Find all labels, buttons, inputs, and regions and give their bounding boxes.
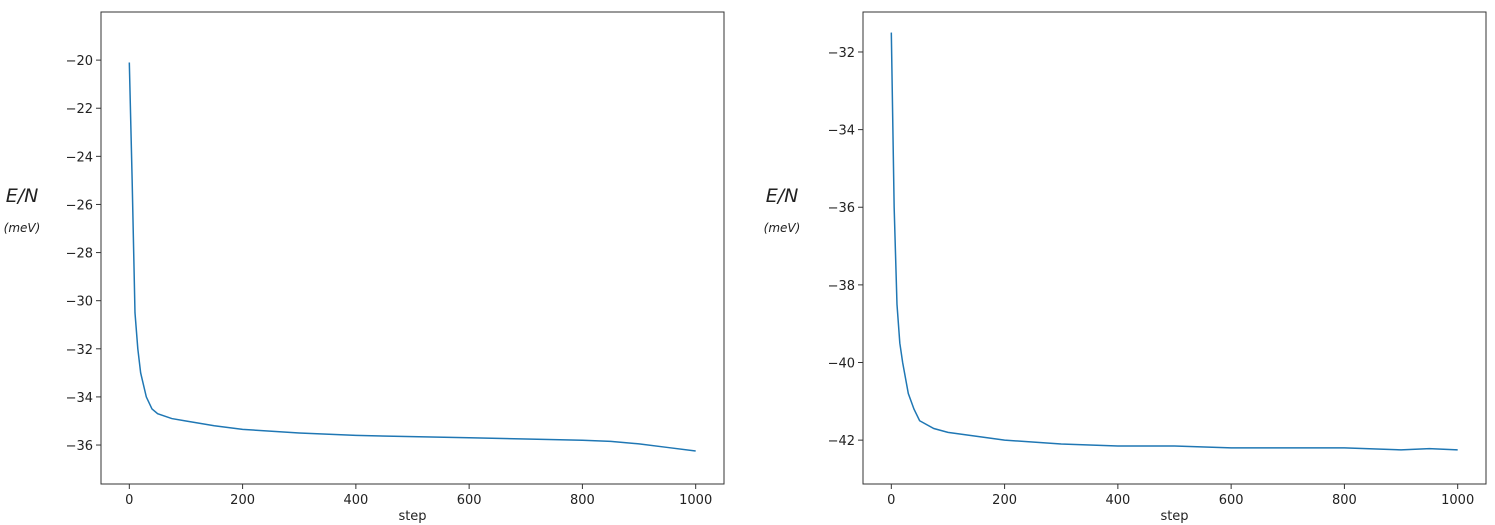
line	[128, 62, 696, 452]
x-axis-label: step	[1160, 509, 1188, 524]
y-axis-label: E/N	[6, 185, 39, 207]
x-tick-label: 1000	[1441, 493, 1474, 508]
y-tick-label: −38	[828, 279, 855, 294]
plot-frame	[100, 11, 725, 485]
x-tick-label: 200	[992, 493, 1017, 508]
y-axis-unit: (meV)	[764, 221, 801, 235]
x-tick-label: 400	[1105, 493, 1130, 508]
y-tick-label: −32	[828, 46, 855, 61]
y-axis-label: E/N	[766, 185, 799, 207]
x-tick-label: 1000	[679, 493, 712, 508]
x-tick-label: 800	[1332, 493, 1357, 508]
y-tick-label: −34	[66, 391, 93, 406]
y-tick-label: −24	[66, 150, 93, 165]
y-tick-label: −36	[66, 439, 93, 454]
x-tick-label: 0	[887, 493, 895, 508]
y-tick-label: −26	[66, 198, 93, 213]
x-tick-label: 400	[343, 493, 368, 508]
y-tick-label: −42	[828, 434, 855, 449]
x-tick-label: 800	[570, 493, 595, 508]
y-tick-label: −32	[66, 343, 93, 358]
x-tick-label: 0	[125, 493, 133, 508]
x-tick-label: 600	[457, 493, 482, 508]
y-tick-label: −22	[66, 102, 93, 117]
y-tick-label: −34	[828, 124, 855, 139]
y-tick-label: −20	[66, 54, 93, 69]
y-tick-label: −30	[66, 295, 93, 310]
line	[890, 32, 1458, 451]
y-tick-label: −28	[66, 247, 93, 262]
y-axis-unit: (meV)	[4, 221, 41, 235]
y-tick-label: −40	[828, 357, 855, 372]
x-tick-label: 200	[230, 493, 255, 508]
y-tick-label: −36	[828, 201, 855, 216]
plot-frame	[862, 11, 1487, 485]
x-tick-label: 600	[1219, 493, 1244, 508]
x-axis-label: step	[398, 509, 426, 524]
